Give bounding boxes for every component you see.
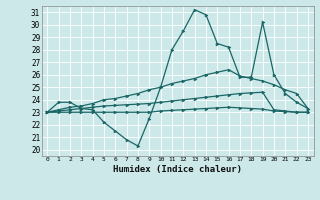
X-axis label: Humidex (Indice chaleur): Humidex (Indice chaleur) (113, 165, 242, 174)
